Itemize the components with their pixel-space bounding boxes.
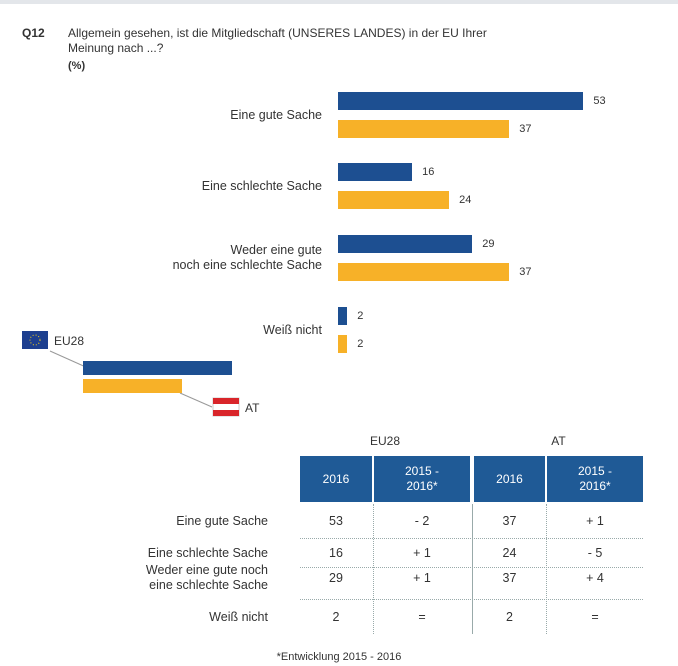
legend-swatch (83, 379, 182, 393)
table-cell: - 5 (587, 546, 603, 560)
legend-label: EU28 (54, 334, 85, 348)
row-label: Weiß nicht (209, 609, 268, 624)
table-cell: + 1 (413, 546, 431, 560)
bar (338, 263, 510, 281)
table-cell: - 2 (414, 514, 430, 528)
table-cell: 2 (506, 610, 513, 624)
question-text: Allgemein gesehen, ist die Mitgliedschaf… (68, 26, 487, 55)
column-separator (373, 504, 374, 634)
group-separator (472, 504, 473, 634)
value-label: 2 (357, 310, 364, 322)
table-cell: 24 (502, 546, 517, 560)
table-cell: 37 (502, 571, 517, 585)
category-label: Eine schlechte Sache (201, 178, 322, 193)
column-separator (546, 504, 547, 634)
bar (338, 335, 348, 353)
legend-label: AT (245, 401, 260, 415)
bar (338, 120, 510, 138)
eu-stars (29, 334, 41, 346)
table-header: 2016 (300, 456, 372, 502)
value-label: 16 (422, 166, 435, 178)
row-separator (300, 566, 643, 568)
row-separator (300, 598, 643, 600)
category-label: Weiß nicht (263, 322, 322, 337)
legend-swatch (83, 361, 232, 375)
value-label: 37 (519, 266, 532, 278)
table-header: 2015 - 2016* (547, 456, 643, 502)
row-separator (300, 538, 643, 539)
bar (338, 92, 584, 110)
value-label: 24 (459, 194, 472, 206)
eu-flag (22, 331, 48, 349)
table-cell: + 4 (586, 571, 604, 585)
question-number: Q12 (22, 26, 45, 40)
bar (338, 235, 473, 253)
bar (338, 191, 450, 209)
table-header: 2015 - 2016* (374, 456, 470, 502)
table-cell: 37 (502, 514, 517, 528)
category-label: Eine gute Sache (230, 107, 322, 122)
table-group: AT (551, 434, 566, 448)
table-cell: 16 (329, 546, 343, 560)
table-cell: + 1 (586, 514, 604, 528)
bar (338, 163, 413, 181)
value-label: 53 (593, 95, 606, 107)
table-cell: + 1 (413, 571, 431, 585)
row-label: Eine gute Sache (176, 513, 268, 528)
footnote: *Entwicklung 2015 - 2016 (276, 651, 402, 663)
category-label: Weder eine gute noch eine schlechte Sach… (172, 243, 322, 272)
table-cell: = (418, 610, 426, 624)
connector (49, 350, 89, 369)
connector (179, 392, 213, 408)
row-label: Eine schlechte Sache (147, 545, 268, 560)
at-flag-stripe (213, 410, 239, 416)
value-label: 37 (519, 123, 532, 135)
subtitle: (%) (68, 60, 86, 72)
row-label: Weder eine gute noch eine schlechte Sach… (145, 563, 268, 592)
at-flag-stripe (213, 398, 239, 404)
table-group: EU28 (369, 434, 401, 448)
table-cell: 2 (332, 610, 340, 624)
table-cell: 29 (329, 571, 343, 585)
value-label: 29 (482, 238, 495, 250)
legend-graphics (22, 331, 240, 417)
table-cell: 53 (329, 514, 343, 528)
table-header: 2016 (474, 456, 545, 502)
value-label: 2 (357, 338, 364, 350)
bar (338, 307, 348, 325)
table-cell: = (591, 610, 599, 624)
